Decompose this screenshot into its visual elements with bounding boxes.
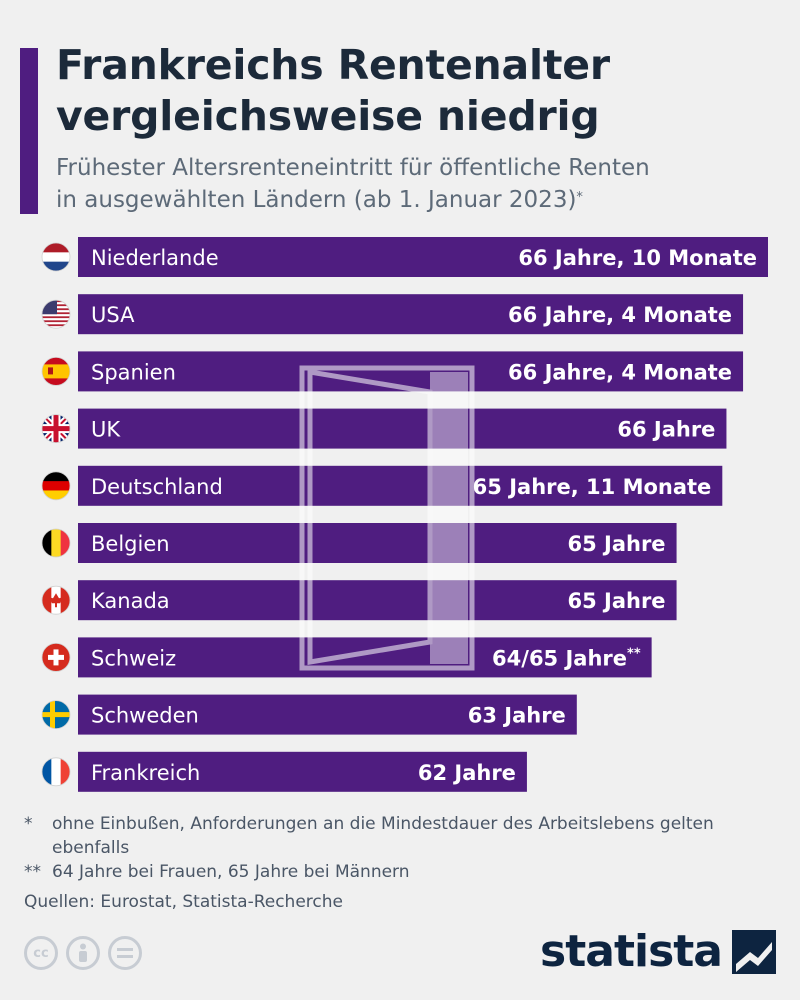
bar-value-label: 66 Jahre, 10 Monate: [518, 246, 757, 270]
bar-value-label: 62 Jahre: [418, 761, 516, 785]
source-note: Quellen: Eurostat, Statista-Recherche: [24, 892, 343, 912]
statista-logo-icon: [732, 929, 776, 974]
bar-value-label: 65 Jahre: [567, 532, 665, 556]
cc-icon[interactable]: cc: [24, 936, 58, 970]
license-icons: cc: [24, 936, 142, 970]
flag-de-icon: [41, 471, 71, 501]
bar: [78, 751, 527, 792]
bar-row: Frankreich 62 Jahre: [41, 751, 527, 792]
equals-icon[interactable]: [108, 936, 142, 970]
bar-row: Schweden 63 Jahre: [41, 694, 577, 735]
bar-row: Deutschland 65 Jahre, 11 Monate: [41, 465, 723, 506]
bar: [78, 351, 744, 392]
bar-category-label: UK: [91, 418, 121, 442]
footnote-2-mark: **: [24, 862, 41, 882]
bar-row: Niederlande 66 Jahre, 10 Monate: [41, 237, 768, 277]
footnote-1-mark: *: [24, 814, 33, 834]
title-accent-bar: [20, 48, 38, 214]
bar-category-label: Spanien: [91, 360, 176, 384]
flag-ch-icon: [41, 642, 71, 672]
flag-nl-icon: [41, 242, 71, 272]
bar-chart: Niederlande 66 Jahre, 10 Monate USA 66 Jahr…: [41, 237, 768, 792]
bar: [78, 237, 768, 277]
footnotes: * ohne Einbußen, Anforderungen an die Mi…: [24, 812, 764, 914]
bar-value-label: 66 Jahre: [617, 418, 715, 442]
bar-value-label: 66 Jahre, 4 Monate: [508, 360, 732, 384]
bar-category-label: Belgien: [91, 532, 170, 556]
bar-category-label: USA: [91, 303, 135, 327]
bar-value-label: 65 Jahre: [567, 589, 665, 613]
bar-value-label: 65 Jahre, 11 Monate: [473, 475, 712, 499]
bar-row: Schweiz 64/65 Jahre**: [41, 637, 652, 678]
flag-be-icon: [41, 528, 71, 558]
bar-category-label: Schweiz: [91, 646, 176, 670]
bar-category-label: Frankreich: [91, 761, 200, 785]
door-watermark: [299, 365, 475, 671]
flag-ca-icon: [41, 585, 71, 615]
person-icon[interactable]: [66, 936, 100, 970]
brand[interactable]: statista: [540, 926, 776, 977]
bar: [78, 694, 577, 735]
flag-se-icon: [41, 700, 71, 730]
flag-fr-icon: [41, 757, 71, 787]
bar-value-footnote-mark: **: [627, 646, 641, 661]
bar: [78, 580, 677, 621]
footnote-2-text: 64 Jahre bei Frauen, 65 Jahre bei Männer…: [52, 862, 410, 882]
bar-row: USA 66 Jahre, 4 Monate: [41, 294, 744, 335]
bar-row: UK 66 Jahre: [41, 408, 727, 449]
footnote-1: * ohne Einbußen, Anforderungen an die Mi…: [24, 812, 764, 860]
flag-gb-icon: [41, 414, 71, 444]
bar-value-label: 63 Jahre: [468, 704, 566, 728]
bar: [78, 408, 727, 449]
subtitle-line-2: in ausgewählten Ländern (ab 1. Januar 20…: [56, 187, 577, 213]
bar-category-label: Schweden: [91, 704, 199, 728]
subtitle-line-1: Frühester Altersrenteneintritt für öffen…: [56, 155, 650, 181]
bar-row: Belgien 65 Jahre: [41, 523, 677, 563]
subtitle-footnote-mark: *: [576, 190, 583, 205]
subtitle: Frühester Altersrenteneintritt für öffen…: [56, 152, 756, 216]
bar: [78, 523, 677, 563]
bar: [78, 465, 723, 506]
bar-category-label: Niederlande: [91, 246, 219, 270]
bar-category-label: Deutschland: [91, 475, 223, 499]
bar-row: Spanien 66 Jahre, 4 Monate: [41, 351, 744, 392]
bar-value-label: 66 Jahre, 4 Monate: [508, 303, 732, 327]
bar-value-label: 64/65 Jahre**: [492, 646, 641, 670]
title-line-2: vergleichsweise niedrig: [56, 92, 600, 140]
brand-name: statista: [540, 926, 723, 977]
title-line-1: Frankreichs Rentenalter: [56, 41, 610, 89]
flag-es-icon: [41, 356, 71, 386]
bar: [78, 637, 652, 678]
footnote-2: ** 64 Jahre bei Frauen, 65 Jahre bei Män…: [24, 860, 764, 884]
page-title: Frankreichs Rentenalter vergleichsweise …: [56, 40, 756, 142]
footnote-1-text: ohne Einbußen, Anforderungen an die Mind…: [52, 814, 714, 858]
flag-us-icon: [41, 299, 71, 329]
bar-row: Kanada 65 Jahre: [41, 580, 677, 621]
bar: [78, 294, 744, 335]
bar-category-label: Kanada: [91, 589, 170, 613]
